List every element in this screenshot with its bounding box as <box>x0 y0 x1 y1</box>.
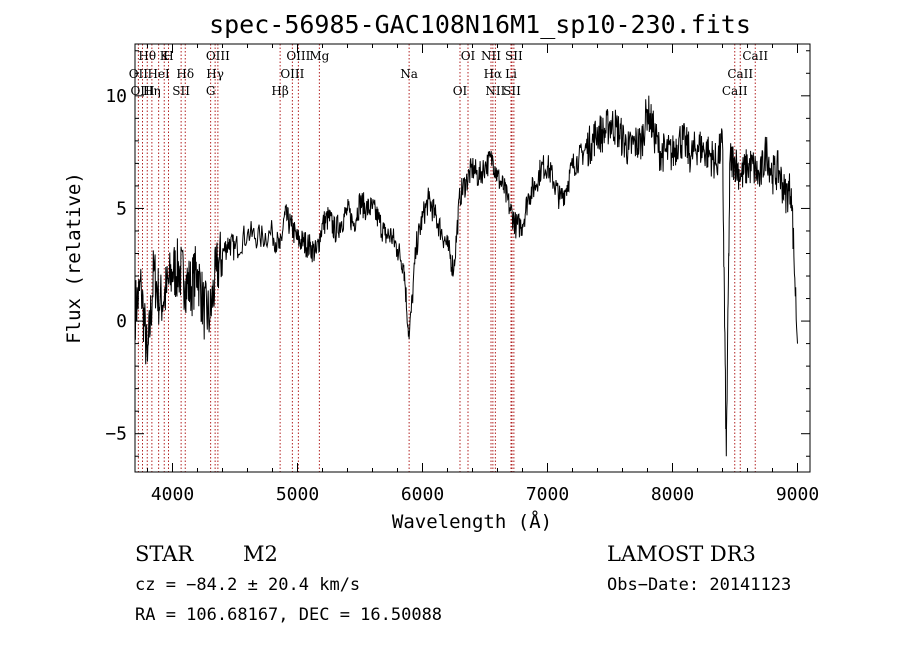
spectrum-line <box>134 95 798 457</box>
line-label: NII <box>485 84 505 98</box>
line-label: HeI <box>147 67 170 81</box>
line-label: OII <box>129 67 149 81</box>
chart-title: spec-56985-GAC108N16M1_sp10-230.fits <box>209 10 751 39</box>
spectral-line-labels: Hθ OII OIII K HeI Hη HHδ SII OIII Hγ G OIII OIII Hβ Mg… <box>129 49 769 98</box>
line-label: G <box>206 84 216 98</box>
line-label: OIII <box>130 84 154 98</box>
y-tick-label: 10 <box>105 86 127 107</box>
line-label: SII <box>505 49 523 63</box>
x-tick-label: 6000 <box>401 484 444 505</box>
x-tick-label: 7000 <box>526 484 569 505</box>
line-label: CaII <box>727 67 753 81</box>
line-label: OIII <box>206 49 230 63</box>
line-label: SII <box>503 84 521 98</box>
y-axis-label: Flux (relative) <box>63 172 85 344</box>
line-label: K <box>160 49 170 63</box>
plot-frame <box>134 43 811 473</box>
y-tick-label: 5 <box>116 198 127 219</box>
y-tick-label: 0 <box>116 311 127 332</box>
line-label: CaII <box>742 49 768 63</box>
obs-date: Obs−Date: 20141123 <box>607 575 791 595</box>
x-tick-label: 5000 <box>276 484 319 505</box>
line-label: Hα <box>484 67 503 81</box>
object-class: STAR <box>135 542 194 566</box>
line-label: Hη <box>143 84 161 98</box>
object-subclass: M2 <box>243 542 278 566</box>
line-label: Mg <box>309 49 329 63</box>
line-label: Li <box>505 67 517 81</box>
spectral-line-markers <box>137 44 756 472</box>
x-tick-label: 4000 <box>151 484 194 505</box>
x-axis-ticks: 4000 5000 6000 7000 8000 9000 <box>147 44 819 505</box>
line-label: Hβ <box>271 84 288 98</box>
line-label: OIII <box>286 49 310 63</box>
y-tick-label: −5 <box>105 424 127 445</box>
x-axis-label: Wavelength (Å) <box>392 510 552 533</box>
survey-name: LAMOST DR3 <box>607 542 756 566</box>
line-label: Na <box>400 67 418 81</box>
line-label: OI <box>461 49 476 63</box>
coordinates: RA = 106.68167, DEC = 16.50088 <box>135 605 442 625</box>
x-tick-label: 9000 <box>776 484 819 505</box>
redshift-readout: cz = −84.2 ± 20.4 km/s <box>135 575 360 595</box>
line-label: Hγ <box>206 67 224 81</box>
line-label: NII <box>481 49 501 63</box>
y-axis-ticks: −5 0 5 10 <box>105 50 810 457</box>
line-label: CaII <box>722 84 748 98</box>
x-tick-label: 8000 <box>651 484 694 505</box>
line-label: OI <box>453 84 468 98</box>
line-label: H <box>163 49 173 63</box>
line-label: SII <box>172 84 190 98</box>
line-label: Hθ <box>138 49 156 63</box>
line-label: OIII <box>280 67 304 81</box>
line-label: Hδ <box>176 67 194 81</box>
